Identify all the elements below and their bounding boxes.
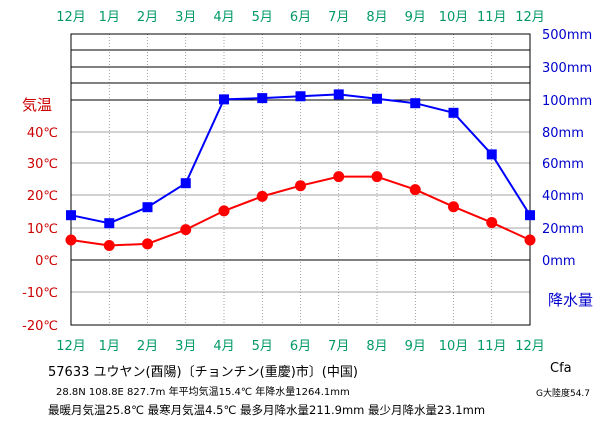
- precipitation-point: [372, 93, 382, 104]
- station-name: 57633 ユウヤン(酉陽)〔チョンチン(重慶)市〕(中国): [48, 365, 358, 380]
- precipitation-tick-label: 300mm: [542, 61, 592, 76]
- precipitation-tick-label: 20mm: [542, 222, 584, 237]
- month-label-top: 10月: [439, 10, 469, 25]
- temperature-point: [256, 190, 268, 202]
- month-label-bottom: 5月: [252, 339, 273, 354]
- precipitation-tick-label: 80mm: [542, 126, 584, 141]
- month-label-bottom: 12月: [56, 339, 86, 354]
- precipitation-point: [219, 94, 229, 105]
- month-label-top: 5月: [252, 10, 273, 25]
- temperature-tick-label: 30℃: [27, 157, 58, 172]
- month-label-bottom: 1月: [99, 339, 120, 354]
- month-label-top: 12月: [515, 10, 545, 25]
- precipitation-point: [486, 149, 497, 160]
- precipitation-tick-label: 0mm: [542, 254, 576, 269]
- precipitation-point: [180, 178, 191, 189]
- month-label-top: 6月: [290, 10, 311, 25]
- month-label-top: 8月: [366, 10, 387, 25]
- temperature-tick-label: 20℃: [27, 189, 58, 204]
- precipitation-point: [104, 218, 115, 229]
- temperature-axis-ticks: 40℃ 30℃ 20℃ 10℃ 0℃ -10℃ -20℃: [22, 126, 58, 334]
- temperature-tick-label: 0℃: [35, 254, 58, 269]
- temperature-tick-label: -10℃: [22, 286, 58, 301]
- month-label-bottom: 12月: [515, 339, 545, 354]
- precipitation-point: [448, 107, 459, 118]
- temperature-point: [333, 171, 345, 183]
- month-label-bottom: 4月: [213, 339, 234, 354]
- month-label-top: 3月: [175, 10, 196, 25]
- temperature-point: [371, 171, 383, 183]
- data-series: [65, 89, 536, 251]
- temperature-axis-title: 気温: [22, 96, 52, 114]
- precipitation-point: [295, 91, 306, 102]
- top-month-labels: 12月 1月 2月 3月 4月 5月 6月 7月 8月 9月 10月 11月 12月: [56, 10, 545, 25]
- temperature-point: [180, 224, 192, 236]
- month-label-top: 11月: [477, 10, 507, 25]
- month-label-top: 4月: [213, 10, 234, 25]
- month-label-bottom: 10月: [439, 339, 469, 354]
- precipitation-point: [333, 89, 344, 100]
- temperature-point: [142, 238, 153, 250]
- temperature-point: [218, 205, 230, 217]
- temperature-point: [448, 201, 459, 213]
- month-label-bottom: 11月: [477, 339, 507, 354]
- temperature-point: [486, 217, 498, 229]
- month-label-bottom: 6月: [290, 339, 311, 354]
- month-label-top: 9月: [405, 10, 426, 25]
- temperature-tick-label: 40℃: [27, 126, 58, 141]
- precipitation-tick-label: 100mm: [542, 94, 592, 109]
- station-stats-line2: 最暖月気温25.8℃ 最寒月気温4.5℃ 最多月降水量211.9mm 最少月降水…: [48, 403, 486, 417]
- classification-note: G大陸度54.7: [536, 389, 591, 399]
- month-label-top: 2月: [137, 10, 158, 25]
- temperature-tick-label: 10℃: [27, 222, 58, 237]
- month-label-top: 12月: [56, 10, 86, 25]
- precipitation-axis-title: 降水量: [548, 291, 593, 309]
- month-label-bottom: 9月: [405, 339, 426, 354]
- bottom-month-labels: 12月 1月 2月 3月 4月 5月 6月 7月 8月 9月 10月 11月 12月: [56, 339, 545, 354]
- precipitation-line: [70, 93, 531, 225]
- month-label-bottom: 3月: [175, 339, 196, 354]
- climate-class: Cfa: [550, 361, 572, 376]
- temperature-point: [524, 234, 536, 246]
- month-label-bottom: 7月: [328, 339, 349, 354]
- precipitation-tick-label: 500mm: [542, 28, 592, 43]
- precipitation-point: [525, 210, 535, 221]
- temperature-tick-label: -20℃: [22, 319, 58, 334]
- grid-lines: [71, 34, 530, 325]
- precipitation-point: [410, 98, 421, 109]
- month-label-bottom: 2月: [137, 339, 158, 354]
- station-stats-line1: 28.8N 108.8E 827.7m 年平均気温15.4℃ 年降水量1264.…: [56, 387, 350, 398]
- temperature-point: [65, 234, 77, 246]
- precipitation-point: [257, 93, 268, 104]
- month-label-bottom: 8月: [366, 339, 387, 354]
- month-label-top: 1月: [99, 10, 120, 25]
- precipitation-axis-ticks: 500mm 300mm 100mm 80mm 60mm 40mm 20mm 0mm: [542, 28, 592, 269]
- precipitation-tick-label: 60mm: [542, 157, 584, 172]
- temperature-point: [409, 184, 421, 196]
- month-label-top: 7月: [328, 10, 349, 25]
- plot-area-border: [70, 33, 531, 326]
- temperature-point: [295, 180, 306, 192]
- precipitation-tick-label: 40mm: [542, 189, 584, 204]
- temperature-point: [103, 239, 115, 251]
- precipitation-point: [142, 202, 153, 213]
- precipitation-point: [66, 210, 76, 221]
